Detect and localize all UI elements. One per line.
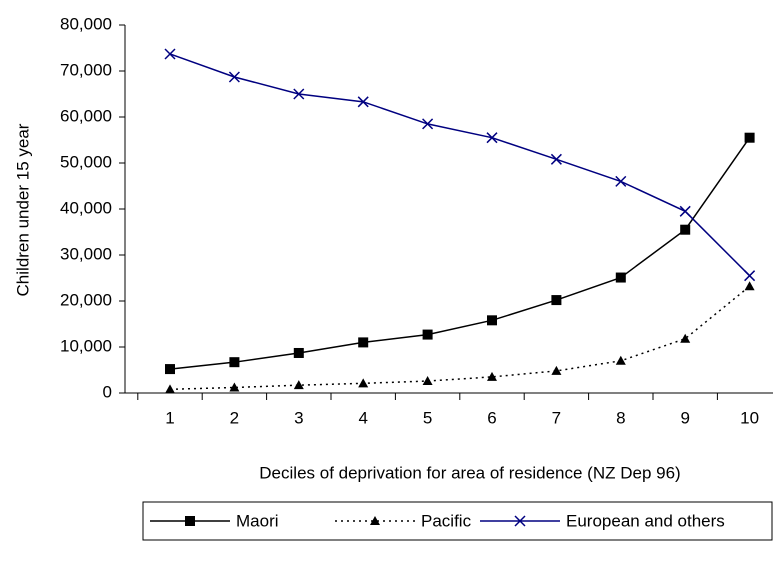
point <box>680 333 691 343</box>
point <box>358 337 369 348</box>
point <box>422 118 434 130</box>
x-tick-label: 10 <box>740 408 759 427</box>
x-tick-label: 7 <box>552 408 561 427</box>
point <box>422 329 433 340</box>
y-tick-label: 80,000 <box>60 14 112 33</box>
point <box>293 88 305 100</box>
legend-marker <box>514 515 526 527</box>
point <box>487 371 497 381</box>
y-tick-label: 20,000 <box>60 290 112 309</box>
point <box>615 272 626 283</box>
x-tick-label: 3 <box>294 408 303 427</box>
point <box>744 281 755 291</box>
y-axis-label: Children under 15 year <box>13 123 32 296</box>
y-tick-label: 0 <box>103 382 112 401</box>
legend-marker <box>185 516 195 526</box>
point <box>228 71 240 83</box>
point <box>229 382 240 392</box>
point <box>486 132 498 144</box>
x-tick-label: 4 <box>358 408 367 427</box>
point <box>550 153 562 165</box>
point <box>680 224 691 235</box>
x-tick-label: 6 <box>487 408 496 427</box>
point <box>744 132 755 143</box>
legend-label: European and others <box>566 511 725 530</box>
legend-box <box>142 501 773 541</box>
point <box>679 205 691 217</box>
x-tick-label: 9 <box>680 408 689 427</box>
point <box>293 347 304 358</box>
point <box>165 384 175 394</box>
legend-marker <box>370 516 380 525</box>
series-line <box>169 53 751 277</box>
point <box>551 365 562 375</box>
legend-label: Maori <box>236 511 279 530</box>
point <box>744 270 756 282</box>
point <box>358 378 369 388</box>
series-line <box>169 285 751 391</box>
x-tick-label: 2 <box>230 408 239 427</box>
point <box>357 96 369 108</box>
y-tick-label: 30,000 <box>60 244 112 263</box>
x-axis-label: Deciles of deprivation for area of resid… <box>259 463 680 482</box>
point <box>422 376 433 386</box>
point <box>293 380 304 390</box>
point <box>487 315 497 326</box>
legend-label: Pacific <box>421 511 472 530</box>
point <box>615 175 627 187</box>
point <box>164 48 176 60</box>
point <box>165 364 175 375</box>
y-tick-label: 40,000 <box>60 198 112 217</box>
y-tick-label: 70,000 <box>60 60 112 79</box>
y-tick-label: 60,000 <box>60 106 112 125</box>
point <box>229 357 240 368</box>
y-tick-label: 10,000 <box>60 336 112 355</box>
x-tick-label: 5 <box>423 408 432 427</box>
x-tick-label: 8 <box>616 408 625 427</box>
point <box>615 355 626 365</box>
series-line <box>169 137 751 370</box>
point <box>551 295 562 306</box>
x-tick-label: 1 <box>165 408 174 427</box>
y-tick-label: 50,000 <box>60 152 112 171</box>
